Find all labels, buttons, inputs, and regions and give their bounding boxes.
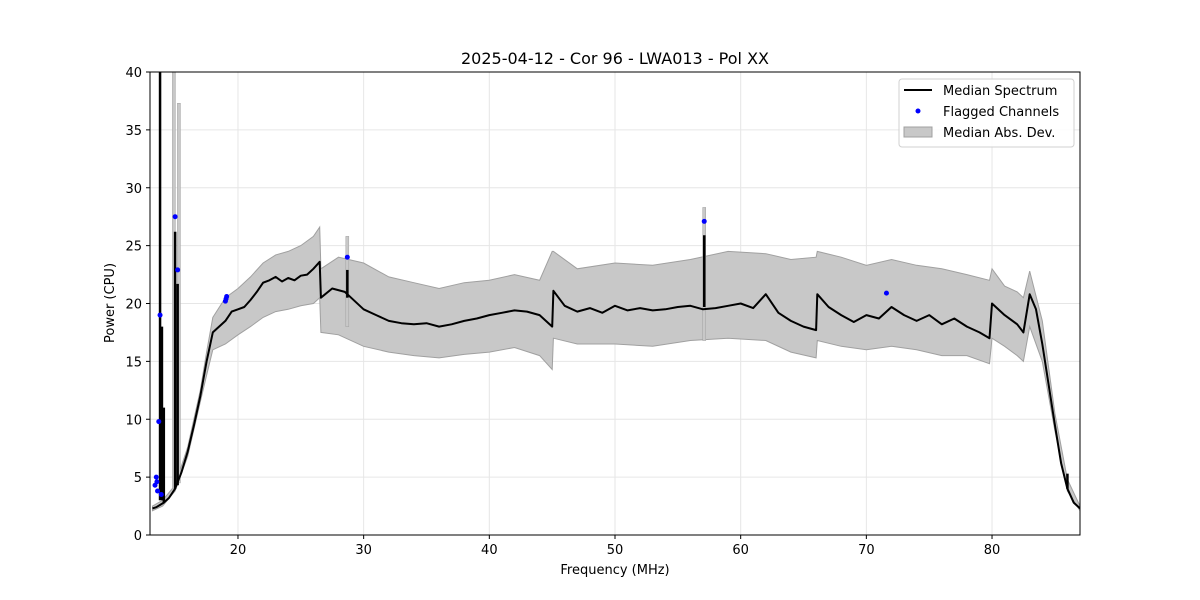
flagged-channel-point: [154, 479, 160, 485]
x-axis-label: Frequency (MHz): [560, 563, 669, 578]
x-tick-label: 80: [984, 543, 1001, 558]
x-tick-label: 30: [355, 543, 372, 558]
x-tick-label: 50: [607, 543, 624, 558]
y-tick-label: 35: [125, 124, 142, 139]
flagged-channel-point: [156, 419, 162, 425]
median-spectrum-line: [152, 260, 1080, 510]
x-tick-label: 20: [230, 543, 247, 558]
flagged-channel-point: [344, 254, 350, 260]
y-tick-label: 10: [125, 413, 142, 428]
flagged-channel-point: [701, 218, 707, 224]
y-tick-label: 25: [125, 240, 142, 255]
y-tick-label: 15: [125, 355, 142, 370]
legend-label: Median Spectrum: [943, 84, 1057, 99]
flagged-channel-point: [175, 267, 181, 273]
x-axis-ticks: 20 30 40 50 60 70 80: [230, 535, 1001, 558]
flagged-channel-point: [153, 474, 159, 480]
y-tick-label: 30: [125, 182, 142, 197]
flagged-channel-point: [157, 312, 163, 318]
y-tick-label: 40: [125, 66, 142, 81]
legend-patch-swatch: [903, 126, 933, 138]
chart-title: 2025-04-12 - Cor 96 - LWA013 - Pol XX: [461, 49, 769, 68]
y-axis-label: Power (CPU): [103, 263, 118, 343]
x-tick-label: 60: [732, 543, 749, 558]
x-tick-label: 40: [481, 543, 498, 558]
flagged-channel-point: [883, 290, 889, 296]
legend-label: Median Abs. Dev.: [943, 126, 1055, 141]
y-tick-label: 20: [125, 298, 142, 313]
x-tick-label: 70: [858, 543, 875, 558]
median-line-layer: [152, 72, 1080, 510]
flagged-channel-point: [155, 488, 161, 494]
legend-point-swatch: [915, 108, 921, 114]
legend: Median Spectrum Flagged Channels Median Ab…: [898, 78, 1075, 148]
legend-box: [898, 78, 1075, 148]
legend-label: Flagged Channels: [943, 105, 1059, 120]
y-tick-label: 0: [134, 529, 142, 544]
y-axis-ticks: 0 5 10 15 20 25 30 35 40: [125, 66, 150, 544]
flagged-channel-point: [224, 294, 230, 300]
y-tick-label: 5: [134, 471, 142, 486]
flagged-channel-point: [158, 491, 164, 497]
flagged-points-layer: [152, 214, 889, 497]
flagged-channel-point: [172, 214, 178, 220]
mad-band: [152, 225, 1080, 512]
